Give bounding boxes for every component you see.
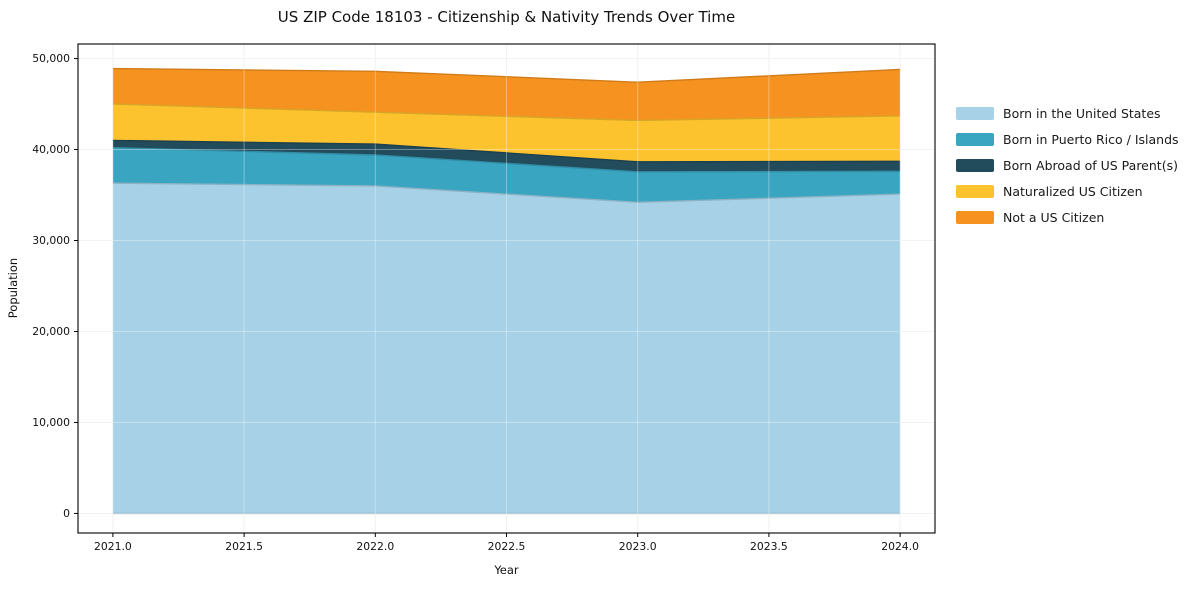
- area-edge-lines: [112, 67, 901, 515]
- y-tick-label: 10,000: [32, 416, 70, 429]
- legend-label: Born in Puerto Rico / Islands: [1003, 131, 1179, 147]
- legend-item: Not a US Citizen: [956, 204, 1179, 230]
- y-tick-label: 20,000: [32, 325, 70, 338]
- legend-swatch: [956, 184, 994, 198]
- area-naturalized-us-citizen: [112, 104, 901, 162]
- axis-tick-labels: 0 10,000 20,000 30,000 40,000 50,000 2021.0 202…: [32, 52, 919, 553]
- legend-swatch: [956, 210, 994, 224]
- chart-title: US ZIP Code 18103 - Citizenship & Nativi…: [277, 8, 736, 26]
- edge-born-abroad-of-us-parent-s: [112, 139, 901, 163]
- y-tick-label: 40,000: [32, 143, 70, 156]
- x-tick-label: 2024.0: [881, 540, 919, 553]
- area-not-a-us-citizen: [112, 68, 901, 121]
- x-tick-label: 2022.0: [356, 540, 394, 553]
- legend-item: Born Abroad of US Parent(s): [956, 152, 1179, 178]
- area-born-in-the-united-states: [112, 183, 901, 514]
- legend-swatch: [956, 158, 994, 172]
- legend-swatch: [956, 106, 994, 120]
- area-born-abroad-of-us-parent-s: [112, 140, 901, 172]
- legend-label: Naturalized US Citizen: [1003, 183, 1143, 199]
- y-tick-label: 0: [63, 507, 70, 520]
- stacked-areas: [112, 68, 901, 514]
- legend-item: Born in the United States: [956, 100, 1179, 126]
- x-axis-label: Year: [494, 563, 519, 577]
- x-tick-label: 2021.0: [94, 540, 132, 553]
- edge-born-in-puerto-rico-islands: [112, 147, 901, 173]
- y-tick-label: 30,000: [32, 234, 70, 247]
- x-tick-label: 2023.0: [619, 540, 657, 553]
- y-axis-label: Population: [6, 257, 20, 319]
- legend-item: Naturalized US Citizen: [956, 178, 1179, 204]
- legend-label: Born in the United States: [1003, 105, 1161, 121]
- legend-label: Born Abroad of US Parent(s): [1003, 157, 1178, 173]
- x-tick-label: 2021.5: [225, 540, 263, 553]
- legend-swatch: [956, 132, 994, 146]
- x-tick-label: 2023.5: [750, 540, 788, 553]
- axis-ticks: [74, 58, 901, 537]
- y-tick-label: 50,000: [32, 52, 70, 65]
- area-born-in-puerto-rico-islands: [112, 147, 901, 203]
- legend-item: Born in Puerto Rico / Islands: [956, 126, 1179, 152]
- legend-label: Not a US Citizen: [1003, 209, 1105, 225]
- edge-born-in-the-united-states: [112, 182, 901, 203]
- legend: Born in the United States Born in Puerto…: [956, 100, 1179, 230]
- edge-not-a-us-citizen: [112, 67, 901, 83]
- edge-naturalized-us-citizen: [112, 103, 901, 122]
- x-tick-label: 2022.5: [488, 540, 526, 553]
- gridlines-over: [78, 44, 935, 533]
